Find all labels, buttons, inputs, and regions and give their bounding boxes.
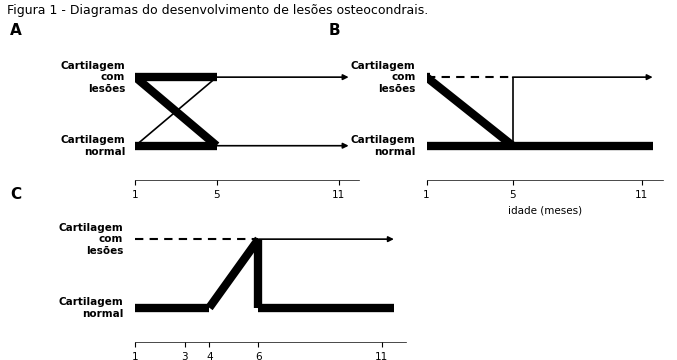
Text: Cartilagem
normal: Cartilagem normal [58, 297, 123, 319]
Text: Cartilagem
com
lesões: Cartilagem com lesões [60, 60, 125, 94]
Text: C: C [10, 187, 21, 202]
Text: Cartilagem
com
lesões: Cartilagem com lesões [58, 222, 123, 256]
Text: Cartilagem
com
lesões: Cartilagem com lesões [351, 60, 416, 94]
X-axis label: idade (meses): idade (meses) [508, 205, 582, 215]
Text: A: A [10, 23, 22, 39]
Text: Cartilagem
normal: Cartilagem normal [60, 135, 125, 157]
Text: Cartilagem
normal: Cartilagem normal [351, 135, 416, 157]
Text: Figura 1 - Diagramas do desenvolvimento de lesões osteocondrais.: Figura 1 - Diagramas do desenvolvimento … [7, 4, 428, 17]
X-axis label: idade (meses): idade (meses) [210, 205, 284, 215]
Text: B: B [328, 23, 340, 39]
